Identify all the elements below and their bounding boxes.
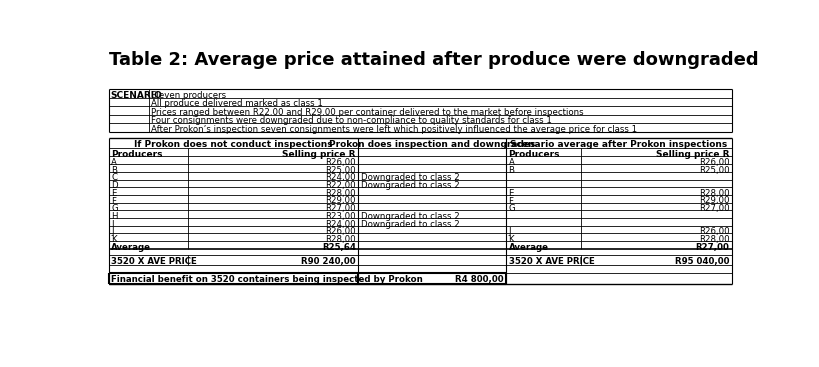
Text: H: H [111, 212, 117, 221]
Text: Selling price R: Selling price R [282, 150, 355, 159]
Text: J: J [111, 227, 113, 236]
Text: R24,00: R24,00 [325, 173, 355, 182]
Text: G: G [508, 204, 514, 213]
Text: R95 040,00: R95 040,00 [674, 257, 729, 266]
Text: Downgraded to class 2: Downgraded to class 2 [360, 181, 459, 190]
Text: A: A [111, 158, 117, 167]
Text: R28,00: R28,00 [698, 189, 729, 198]
Text: Scenario average after Prokon inspections: Scenario average after Prokon inspection… [509, 140, 726, 149]
Text: R26,00: R26,00 [325, 158, 355, 167]
Text: Producers: Producers [111, 150, 162, 159]
Text: R28,00: R28,00 [325, 189, 355, 198]
Text: F: F [508, 196, 513, 206]
Text: E: E [111, 189, 116, 198]
Text: F: F [111, 196, 115, 206]
Text: Average: Average [111, 243, 151, 252]
Text: Prices ranged between R22.00 and R29.00 per container delivered to the market be: Prices ranged between R22.00 and R29.00 … [152, 108, 583, 117]
Text: R27,00: R27,00 [698, 204, 729, 213]
Text: Prokon does inspection and downgrades: Prokon does inspection and downgrades [328, 140, 535, 149]
Text: E: E [508, 189, 514, 198]
Text: All produce delivered marked as class 1: All produce delivered marked as class 1 [152, 99, 323, 109]
Text: R26,00: R26,00 [698, 158, 729, 167]
Text: R28,00: R28,00 [698, 235, 729, 244]
Text: A: A [508, 158, 514, 167]
Text: B: B [111, 166, 117, 175]
Text: R90 240,00: R90 240,00 [301, 257, 355, 266]
Text: R28,00: R28,00 [325, 235, 355, 244]
Text: R25,64: R25,64 [322, 243, 355, 252]
Text: R29,00: R29,00 [698, 196, 729, 206]
Text: Downgraded to class 2: Downgraded to class 2 [360, 219, 459, 229]
Text: I: I [111, 219, 113, 229]
Text: If Prokon does not conduct inspections: If Prokon does not conduct inspections [134, 140, 333, 149]
Text: After Prokon’s inspection seven consignments were left which positively influenc: After Prokon’s inspection seven consignm… [152, 125, 636, 134]
Text: C: C [111, 173, 117, 182]
Text: SCENARIO: SCENARIO [110, 91, 162, 100]
Text: Selling price R: Selling price R [655, 150, 729, 159]
Text: G: G [111, 204, 118, 213]
Text: Financial benefit on 3520 containers being inspected by Prokon: Financial benefit on 3520 containers bei… [111, 275, 423, 284]
Text: R27,00: R27,00 [325, 204, 355, 213]
Text: R22,00: R22,00 [325, 181, 355, 190]
Text: D: D [111, 181, 117, 190]
Text: Table 2: Average price attained after produce were downgraded: Table 2: Average price attained after pr… [109, 51, 758, 69]
Text: J: J [508, 227, 510, 236]
Text: R29,00: R29,00 [325, 196, 355, 206]
Text: Eleven producers: Eleven producers [152, 91, 226, 100]
Text: R26,00: R26,00 [325, 227, 355, 236]
Text: Four consignments were downgraded due to non-compliance to quality standards for: Four consignments were downgraded due to… [152, 116, 551, 126]
Text: Average: Average [508, 243, 548, 252]
Text: B: B [508, 166, 514, 175]
Text: K: K [111, 235, 116, 244]
Text: R4 800,00: R4 800,00 [455, 275, 504, 284]
Text: K: K [508, 235, 514, 244]
Text: 3520 X AVE PRICE: 3520 X AVE PRICE [508, 257, 594, 266]
Text: R27,00: R27,00 [695, 243, 729, 252]
Text: 3520 X AVE PRICE: 3520 X AVE PRICE [111, 257, 197, 266]
Text: R25,00: R25,00 [325, 166, 355, 175]
Text: R26,00: R26,00 [698, 227, 729, 236]
Text: Downgraded to class 2: Downgraded to class 2 [360, 173, 459, 182]
Text: Producers: Producers [508, 150, 559, 159]
Text: R25,00: R25,00 [698, 166, 729, 175]
Text: R24,00: R24,00 [325, 219, 355, 229]
Text: R23,00: R23,00 [325, 212, 355, 221]
Text: Downgraded to class 2: Downgraded to class 2 [360, 212, 459, 221]
